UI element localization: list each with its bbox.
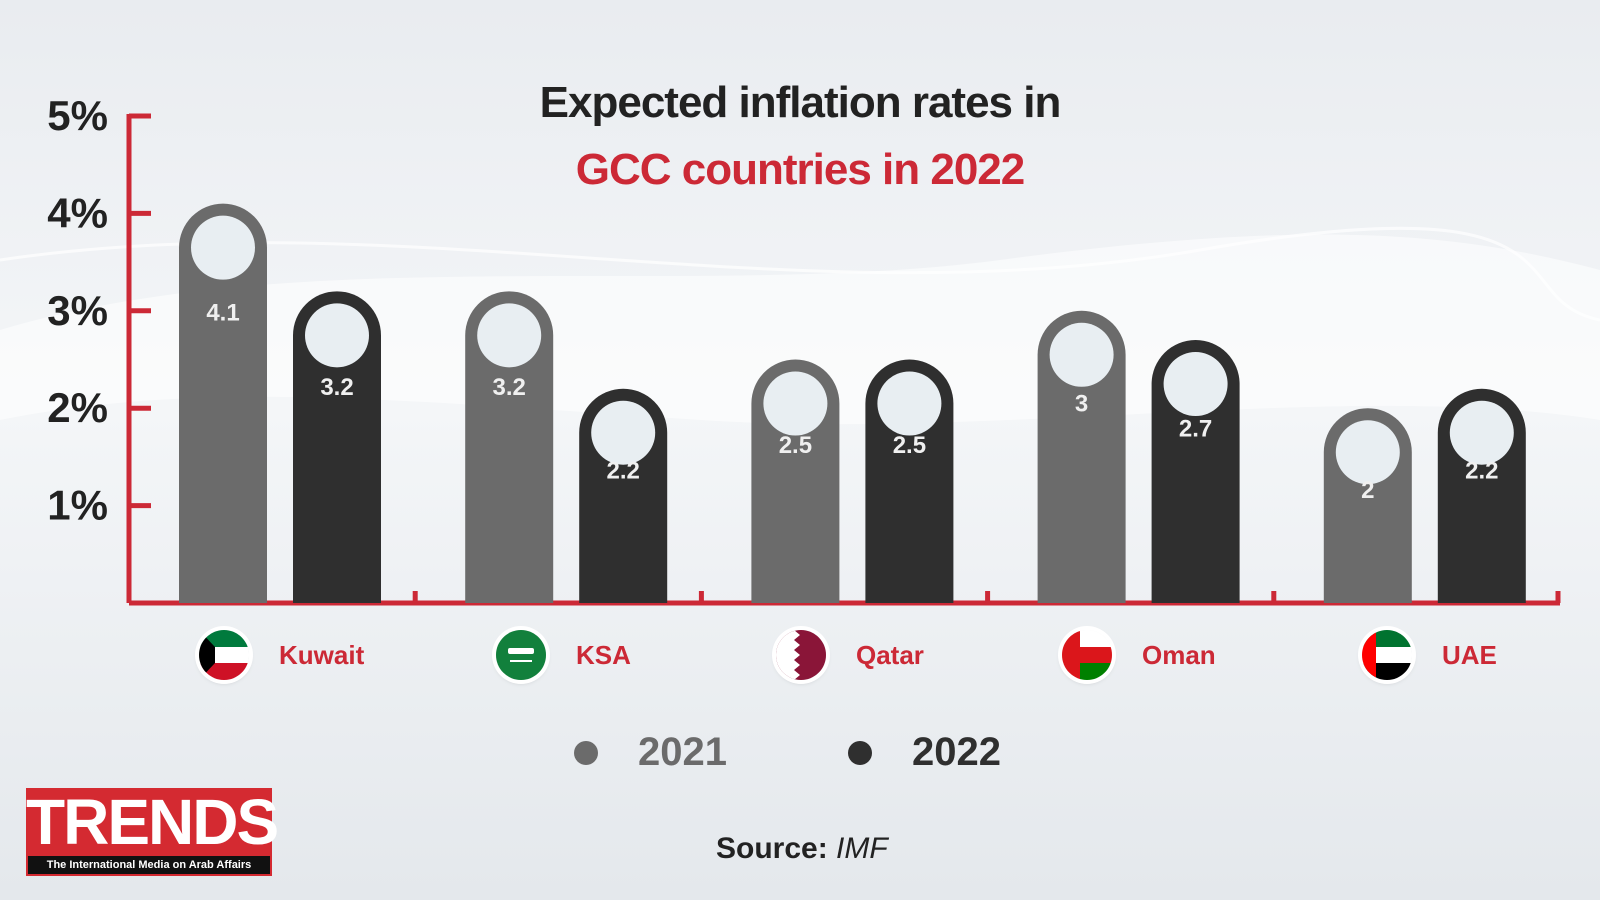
country-ksa: KSA <box>496 630 631 680</box>
category-label: Kuwait <box>279 639 365 670</box>
country-oman: Oman <box>1062 630 1216 680</box>
bar-hole <box>477 303 542 368</box>
country-kuwait: Kuwait <box>199 630 364 680</box>
bar-value-label: 4.1 <box>206 300 239 327</box>
category-label: Oman <box>1142 639 1216 670</box>
source-label: Source: <box>716 832 828 865</box>
bar-value-label: 2.2 <box>1465 458 1498 485</box>
bar-chart: 1% 2% 3% 4% 5% 4.1 3.2 3.2 2.2 2.5 2.5 3 2.7 2 2.2 <box>47 92 1561 606</box>
bar-value-label: 2.2 <box>607 458 640 485</box>
category-label: Qatar <box>856 639 924 670</box>
bar-hole <box>591 400 656 465</box>
source-note: Source: IMF <box>716 832 888 866</box>
category-label: UAE <box>1442 639 1497 670</box>
bar-value-label: 2.7 <box>1179 415 1212 442</box>
bar-2021-kuwait <box>179 203 267 603</box>
chart-title-line2: GCC countries in 2022 <box>575 145 1025 194</box>
bar-value-label: 2 <box>1361 477 1374 504</box>
logo-name: TRENDS <box>26 786 279 858</box>
saudi-flag-icon <box>496 630 546 680</box>
bar-value-label: 3 <box>1075 391 1088 418</box>
kuwait-flag-icon <box>199 630 249 680</box>
qatar-flag-icon <box>776 630 826 680</box>
source-value: IMF <box>836 832 888 865</box>
y-tick-label: 2% <box>47 384 108 431</box>
bar-hole <box>877 371 942 436</box>
uae-flag-icon <box>1362 630 1412 680</box>
bar-2021-oman <box>1037 310 1126 603</box>
bar-hole <box>1335 420 1400 485</box>
y-tick-label: 5% <box>47 92 108 139</box>
y-tick-label: 1% <box>47 482 108 529</box>
legend-item-2022: 2022 <box>848 730 1001 775</box>
logo-tagline: The International Media on Arab Affairs <box>28 856 270 874</box>
bar-hole <box>191 215 255 280</box>
legend-swatch-2022 <box>848 740 872 765</box>
bar-hole <box>1163 352 1228 417</box>
bar-value-label: 2.5 <box>893 432 926 459</box>
bar-hole <box>305 303 369 368</box>
legend-label-2022: 2022 <box>912 730 1001 774</box>
y-tick-label: 3% <box>47 287 108 334</box>
oman-flag-icon <box>1062 630 1112 680</box>
chart-title-line1: Expected inflation rates in <box>539 78 1062 127</box>
legend-item-2021: 2021 <box>574 730 727 775</box>
country-qatar: Qatar <box>776 630 924 680</box>
bar-value-label: 2.5 <box>779 432 812 459</box>
bar-value-label: 3.2 <box>493 374 526 401</box>
bar-value-label: 3.2 <box>320 374 353 401</box>
legend-label-2021: 2021 <box>638 730 727 774</box>
trends-logo: TRENDS The International Media on Arab A… <box>26 786 279 876</box>
category-label: KSA <box>576 639 631 670</box>
bar-hole <box>1049 322 1114 387</box>
bar-hole <box>763 371 828 436</box>
legend-swatch-2021 <box>574 740 598 765</box>
y-tick-label: 4% <box>47 189 108 236</box>
bar-2022-kuwait <box>293 291 381 603</box>
country-uae: UAE <box>1362 630 1497 680</box>
bar-2021-ksa <box>465 291 554 603</box>
bar-hole <box>1449 400 1514 465</box>
